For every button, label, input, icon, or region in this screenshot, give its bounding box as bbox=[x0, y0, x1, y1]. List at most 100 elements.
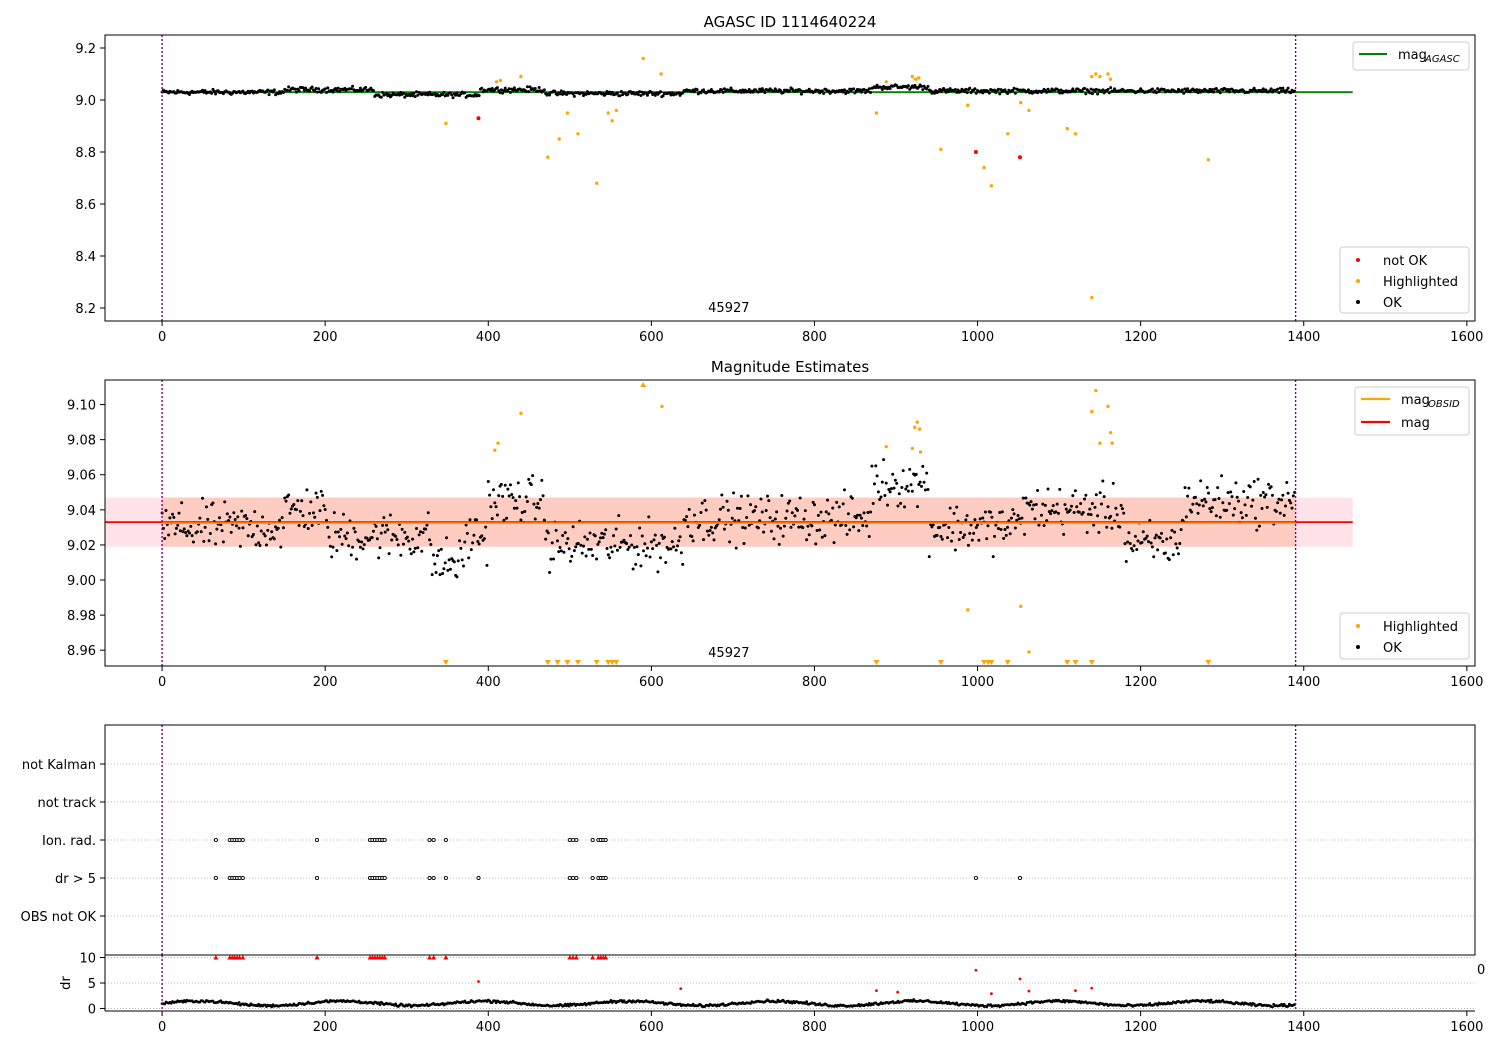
ok-point bbox=[446, 93, 450, 97]
ok-point bbox=[208, 531, 212, 535]
ok-point bbox=[810, 524, 814, 528]
ok-point bbox=[354, 557, 358, 561]
ok-point bbox=[362, 543, 366, 547]
ok-point bbox=[232, 511, 236, 515]
highlighted-point bbox=[496, 441, 500, 445]
ok-point bbox=[533, 517, 537, 521]
dr-point bbox=[1286, 1004, 1290, 1008]
dr-flagged-point bbox=[1074, 989, 1077, 993]
ok-point bbox=[276, 526, 280, 530]
ok-point bbox=[245, 517, 249, 521]
ok-point bbox=[957, 537, 961, 541]
ok-point bbox=[822, 92, 826, 96]
ok-point bbox=[683, 518, 687, 522]
ok-point bbox=[429, 543, 433, 547]
ok-point bbox=[199, 530, 203, 534]
ok-point bbox=[956, 88, 960, 92]
ok-point bbox=[541, 494, 545, 498]
ok-point bbox=[798, 88, 802, 92]
ok-point bbox=[923, 488, 927, 492]
ok-point bbox=[1000, 510, 1004, 514]
ok-point bbox=[1233, 507, 1237, 511]
y-tick-label: 8.2 bbox=[75, 302, 96, 317]
agasc-plot-content: 45927 bbox=[160, 35, 1353, 321]
ok-point bbox=[752, 509, 756, 513]
ok-point bbox=[558, 546, 562, 550]
ok-point bbox=[1246, 496, 1250, 500]
ok-point bbox=[659, 90, 663, 94]
ok-point bbox=[189, 524, 193, 528]
ok-point bbox=[662, 535, 666, 539]
ok-point bbox=[892, 486, 896, 490]
x-tick-label: 1400 bbox=[1287, 1020, 1320, 1035]
ok-point bbox=[993, 534, 997, 538]
ok-point bbox=[572, 94, 576, 98]
ok-point bbox=[974, 526, 978, 530]
ok-point bbox=[1178, 541, 1182, 545]
ok-point bbox=[1239, 511, 1243, 515]
ok-point bbox=[377, 556, 381, 560]
ok-point bbox=[182, 527, 186, 531]
ok-point bbox=[288, 511, 292, 515]
y-tick-label: 8.4 bbox=[75, 250, 96, 265]
ok-point bbox=[1088, 507, 1092, 511]
ok-point bbox=[1221, 501, 1225, 505]
ok-point bbox=[370, 536, 374, 540]
ok-point bbox=[535, 505, 539, 509]
ok-point bbox=[1264, 493, 1268, 497]
ok-point bbox=[759, 497, 763, 501]
ok-point bbox=[278, 518, 282, 522]
ok-point bbox=[455, 91, 459, 95]
ok-point bbox=[221, 540, 225, 544]
ok-point bbox=[664, 560, 668, 564]
ok-point bbox=[852, 87, 856, 91]
clipped-low-marker bbox=[605, 660, 612, 665]
ok-point bbox=[244, 514, 248, 518]
ok-point bbox=[863, 91, 867, 95]
ok-point bbox=[739, 494, 743, 498]
ok-point bbox=[294, 90, 298, 94]
ok-point bbox=[519, 518, 523, 522]
ok-point bbox=[378, 546, 382, 550]
dr-clipped-marker bbox=[431, 955, 437, 960]
ok-point bbox=[749, 503, 753, 507]
ok-point bbox=[281, 526, 285, 530]
ok-point bbox=[1150, 545, 1154, 549]
ok-point bbox=[459, 546, 463, 550]
ok-point bbox=[237, 526, 241, 530]
ok-point bbox=[324, 518, 328, 522]
ok-point bbox=[446, 568, 450, 572]
ok-point bbox=[202, 539, 206, 543]
ok-point bbox=[972, 531, 976, 535]
agasc-panel-title: AGASC ID 1114640224 bbox=[704, 13, 877, 31]
flag-point bbox=[443, 837, 448, 843]
ok-point bbox=[1152, 555, 1156, 559]
ok-point bbox=[178, 529, 182, 533]
ok-point bbox=[1207, 90, 1211, 94]
ok-point bbox=[191, 540, 195, 544]
ok-point bbox=[1055, 502, 1059, 506]
ok-point bbox=[1011, 508, 1015, 512]
ok-point bbox=[310, 85, 314, 89]
ok-point bbox=[622, 538, 626, 542]
ok-point bbox=[1062, 532, 1066, 536]
ok-point bbox=[649, 90, 653, 94]
ok-point bbox=[477, 94, 481, 98]
not-ok-point bbox=[1017, 155, 1022, 160]
ok-point bbox=[173, 532, 177, 536]
ok-point bbox=[642, 549, 646, 553]
ok-point bbox=[949, 539, 953, 543]
y-tick-label: 9.06 bbox=[67, 469, 96, 484]
ok-point bbox=[1096, 92, 1100, 96]
ok-point bbox=[1106, 505, 1110, 509]
x-tick-label: 1600 bbox=[1450, 330, 1483, 345]
ok-point bbox=[702, 538, 706, 542]
ok-point bbox=[507, 87, 511, 91]
ok-point bbox=[401, 542, 405, 546]
ok-point bbox=[1086, 512, 1090, 516]
ok-point bbox=[707, 533, 711, 537]
ok-point bbox=[321, 493, 325, 497]
ok-point bbox=[955, 505, 959, 509]
ok-point bbox=[1169, 536, 1173, 540]
ok-point bbox=[670, 91, 674, 95]
